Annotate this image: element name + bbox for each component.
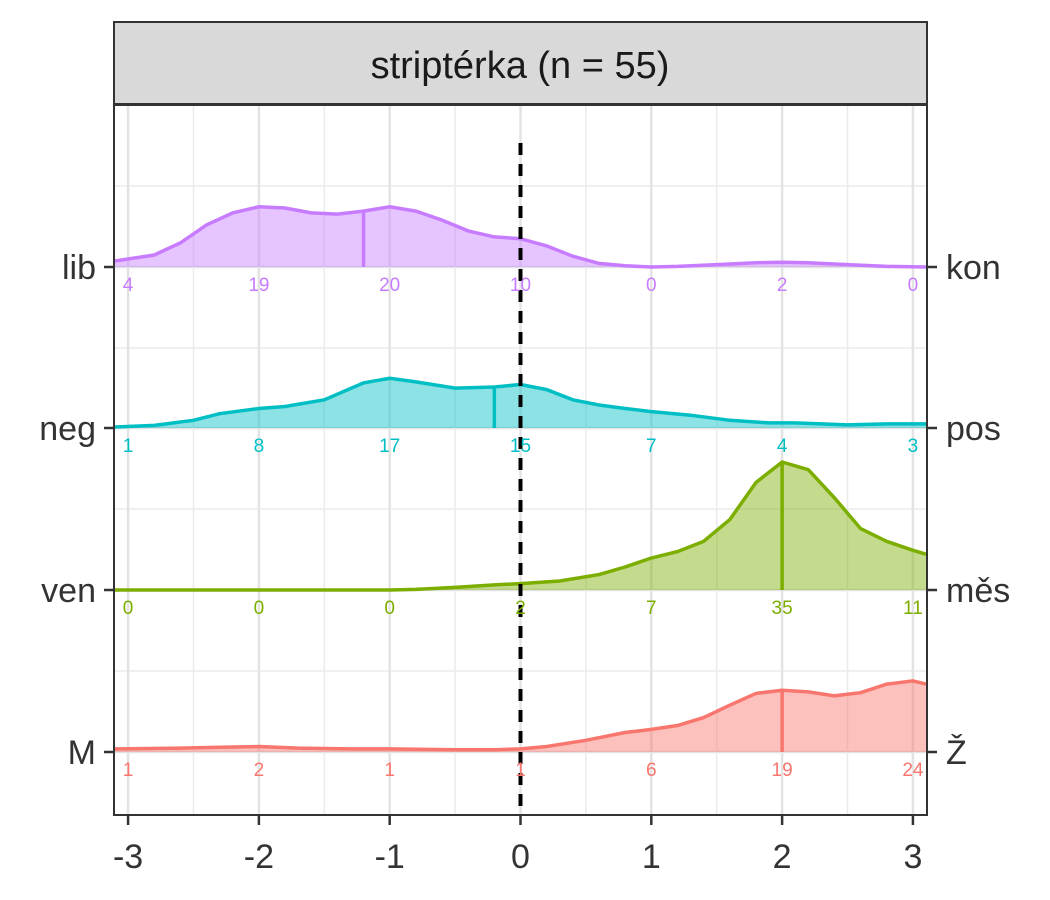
y-label-left: M [68, 734, 96, 772]
count-label: 1 [123, 436, 134, 457]
facet-strip [113, 21, 928, 105]
x-tick-label: -3 [113, 838, 143, 876]
x-tick-label: 3 [903, 838, 922, 876]
count-label: 0 [123, 598, 134, 619]
y-label-right: měs [946, 572, 1010, 610]
density-ridge-lib [114, 205, 927, 269]
y-label-left: neg [39, 410, 96, 448]
count-label: 4 [123, 275, 134, 296]
count-label: 19 [772, 760, 793, 781]
x-tick-label: -1 [375, 838, 405, 876]
density-area [115, 206, 926, 267]
facet-strip-title: striptérka (n = 55) [371, 45, 670, 87]
density-area [115, 462, 926, 590]
count-label: 1 [123, 760, 134, 781]
density-line [115, 460, 927, 592]
count-label: 2 [777, 275, 788, 296]
y-label-right: Ž [946, 734, 967, 772]
axes: -3 -2 -1 0 1 2 3 lib kon neg pos ven měs M Ž [39, 249, 1010, 876]
count-label: 2 [254, 760, 265, 781]
count-label: 10 [510, 275, 531, 296]
x-tick-label: -2 [244, 838, 274, 876]
y-label-left: ven [41, 572, 96, 610]
y-label-right: pos [946, 410, 1001, 448]
count-label: 15 [510, 436, 531, 457]
density-line [114, 376, 926, 429]
count-label: 20 [379, 275, 400, 296]
y-label-left: lib [62, 249, 96, 287]
x-tick-label: 0 [511, 838, 530, 876]
count-label: 35 [772, 598, 793, 619]
y-label-right: kon [946, 249, 1001, 287]
count-label: 11 [903, 598, 923, 619]
density-line [114, 205, 927, 269]
count-label: 2 [515, 598, 526, 619]
count-label: 4 [777, 436, 788, 457]
count-label: 0 [646, 275, 657, 296]
count-label: 3 [908, 436, 919, 457]
count-label: 24 [902, 760, 924, 781]
x-tick-label: 1 [642, 838, 661, 876]
density-area [115, 680, 926, 752]
count-label: 17 [379, 436, 400, 457]
count-label: 8 [254, 436, 265, 457]
x-tick-label: 2 [773, 838, 792, 876]
count-label: 0 [908, 275, 919, 296]
count-label: 6 [646, 760, 657, 781]
count-label: 0 [384, 598, 395, 619]
count-label: 19 [248, 275, 269, 296]
count-label: 1 [515, 760, 526, 781]
density-line [114, 679, 927, 752]
count-label: 7 [646, 598, 657, 619]
count-label: 7 [646, 436, 657, 457]
count-label: 1 [384, 760, 395, 781]
density-ridge-M [114, 679, 927, 752]
count-labels: 4 19 20 10 0 2 01 8 17 15 7 4 30 0 0 2 7 35 111 2 1 1 6 19 24 [123, 275, 924, 781]
density-ridge-ven [115, 460, 927, 592]
count-label: 0 [254, 598, 265, 619]
